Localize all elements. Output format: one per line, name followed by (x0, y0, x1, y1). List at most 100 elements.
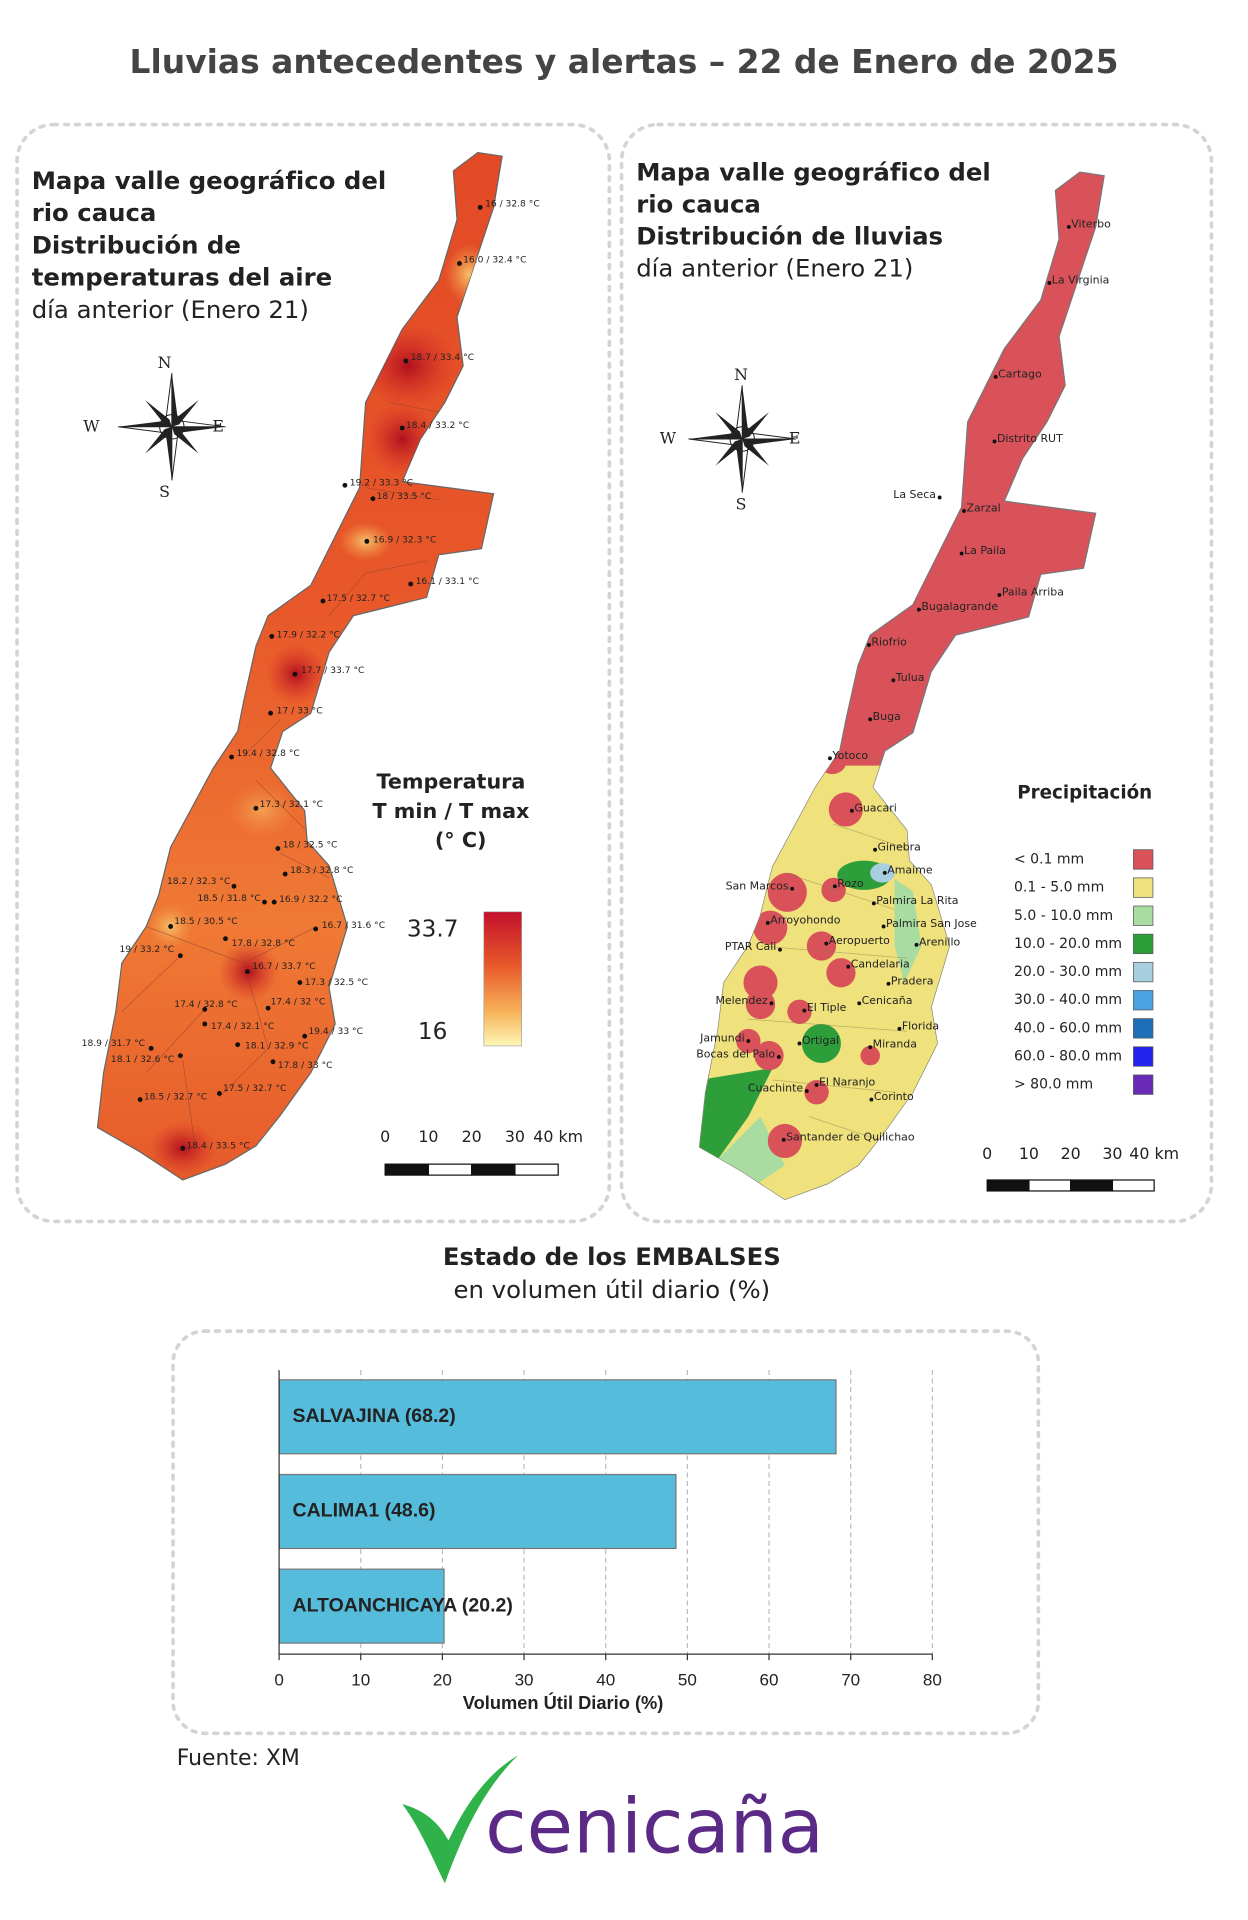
station-dot (886, 981, 891, 986)
legend-swatch (1133, 1046, 1154, 1067)
station-label: Cartago (998, 367, 1042, 380)
station-dot (849, 808, 854, 813)
bar (278, 1473, 677, 1550)
station-dot (302, 1033, 308, 1039)
station-label: PTAR Cali (725, 940, 776, 953)
x-tick-label: 50 (678, 1670, 697, 1689)
x-tick-label: 80 (923, 1670, 942, 1689)
station-dot (235, 1042, 241, 1048)
station-dot (282, 871, 288, 877)
scale-label: 10 (1019, 1144, 1039, 1163)
legend-min: 16 (418, 1019, 447, 1045)
station-label: 18.4 / 33.5 °C (186, 1141, 249, 1151)
station-dot (916, 607, 921, 612)
map-title-line: rio cauca (636, 189, 761, 218)
station-dot (776, 1054, 781, 1059)
station-dot (873, 847, 878, 852)
compass-letter: W (83, 416, 100, 435)
legend-label: 60.0 - 80.0 mm (1014, 1049, 1122, 1065)
station-label: 16.7 / 31.6 °C (322, 921, 385, 931)
station-dot (269, 633, 275, 639)
legend-label: 40.0 - 60.0 mm (1014, 1020, 1122, 1036)
bar-label: ALTOANCHICAYA (20.2) (293, 1594, 513, 1616)
compass-letter: S (736, 494, 747, 513)
legend-label: 30.0 - 40.0 mm (1014, 992, 1122, 1008)
station-label: 17.8 / 32.8 °C (232, 939, 295, 949)
scale-label: 0 (982, 1144, 992, 1163)
station-dot (342, 482, 348, 488)
station-dot (223, 936, 228, 942)
station-label: 18.7 / 33.4 °C (411, 353, 474, 363)
station-label: Santander de Quilichao (786, 1130, 915, 1143)
legend-swatch (1133, 849, 1154, 870)
station-label: Florida (902, 1019, 939, 1032)
station-label: Distrito RUT (997, 432, 1063, 445)
station-label: 19 / 33.2 °C (119, 945, 174, 955)
station-dot (868, 1045, 873, 1050)
reservoir-panel (171, 1329, 1041, 1736)
scale-segment (384, 1163, 429, 1176)
scale-segment (514, 1163, 559, 1176)
compass-rose (687, 384, 797, 494)
station-label: 17.5 / 32.7 °C (223, 1084, 286, 1094)
station-dot (202, 1006, 208, 1012)
station-dot (746, 1039, 751, 1043)
x-tick-label: 0 (274, 1670, 283, 1689)
section-subtitle: en volumen útil diario (%) (454, 1275, 771, 1304)
station-dot (871, 901, 876, 906)
station-dot (457, 261, 462, 266)
station-dot (781, 1137, 786, 1142)
compass-letter: S (159, 482, 170, 501)
station-label: 19.4 / 32.8 °C (236, 749, 299, 759)
station-label: Candelaria (851, 957, 910, 970)
station-dot (168, 924, 174, 929)
station-label: 18.2 / 32.3 °C (167, 877, 230, 887)
compass-letter: N (158, 353, 172, 372)
station-label: 17.4 / 32.8 °C (174, 1000, 237, 1010)
bar (278, 1379, 837, 1455)
station-dot (857, 1001, 862, 1006)
station-label: 18.1 / 32.6 °C (111, 1055, 174, 1065)
station-dot (268, 710, 273, 716)
station-dot (292, 671, 298, 677)
station-label: Cenicaña (862, 994, 913, 1007)
station-label: 16 / 32.8 °C (485, 199, 540, 209)
station-dot (297, 980, 303, 985)
legend-swatch (1133, 990, 1154, 1011)
scale-label: 40 km (1129, 1144, 1179, 1163)
compass-letter: E (789, 428, 801, 447)
map-title-line: día anterior (Enero 21) (636, 253, 913, 282)
station-dot (846, 964, 851, 969)
legend-swatch (1133, 933, 1154, 955)
station-dot (814, 1082, 819, 1087)
station-dot (869, 1097, 874, 1102)
station-label: Ortigal (802, 1034, 839, 1047)
map-title-line: Distribución de (32, 230, 241, 259)
station-dot (897, 1026, 902, 1031)
station-label: La Paila (964, 544, 1006, 557)
station-label: Zarzal (966, 501, 1000, 514)
scale-segment (1070, 1179, 1114, 1192)
station-dot (832, 884, 837, 889)
main-title: Lluvias antecedentes y alertas – 22 de E… (130, 42, 1119, 81)
station-label: Aeropuerto (829, 934, 890, 947)
station-dot (265, 1005, 271, 1011)
station-label: 17.5 / 32.7 °C (327, 594, 390, 604)
legend-title: T min / T max (372, 799, 530, 823)
map-title-line: Distribución de lluvias (636, 221, 943, 250)
map-title-line: Mapa valle geográfico del (32, 166, 387, 195)
station-label: Palmira San Jose (886, 917, 977, 930)
station-dot (797, 1041, 802, 1046)
legend-swatch (1133, 877, 1154, 898)
legend-label: > 80.0 mm (1014, 1077, 1093, 1093)
color-bar (483, 911, 522, 1047)
logo-text: cenicaña (485, 1783, 824, 1871)
station-label: Rozo (837, 877, 864, 890)
station-label: 18 / 32.5 °C (283, 840, 338, 850)
scale-label: 10 (418, 1127, 438, 1146)
station-dot (778, 947, 782, 952)
station-label: Yotoco (831, 749, 868, 762)
bar (278, 1568, 445, 1644)
